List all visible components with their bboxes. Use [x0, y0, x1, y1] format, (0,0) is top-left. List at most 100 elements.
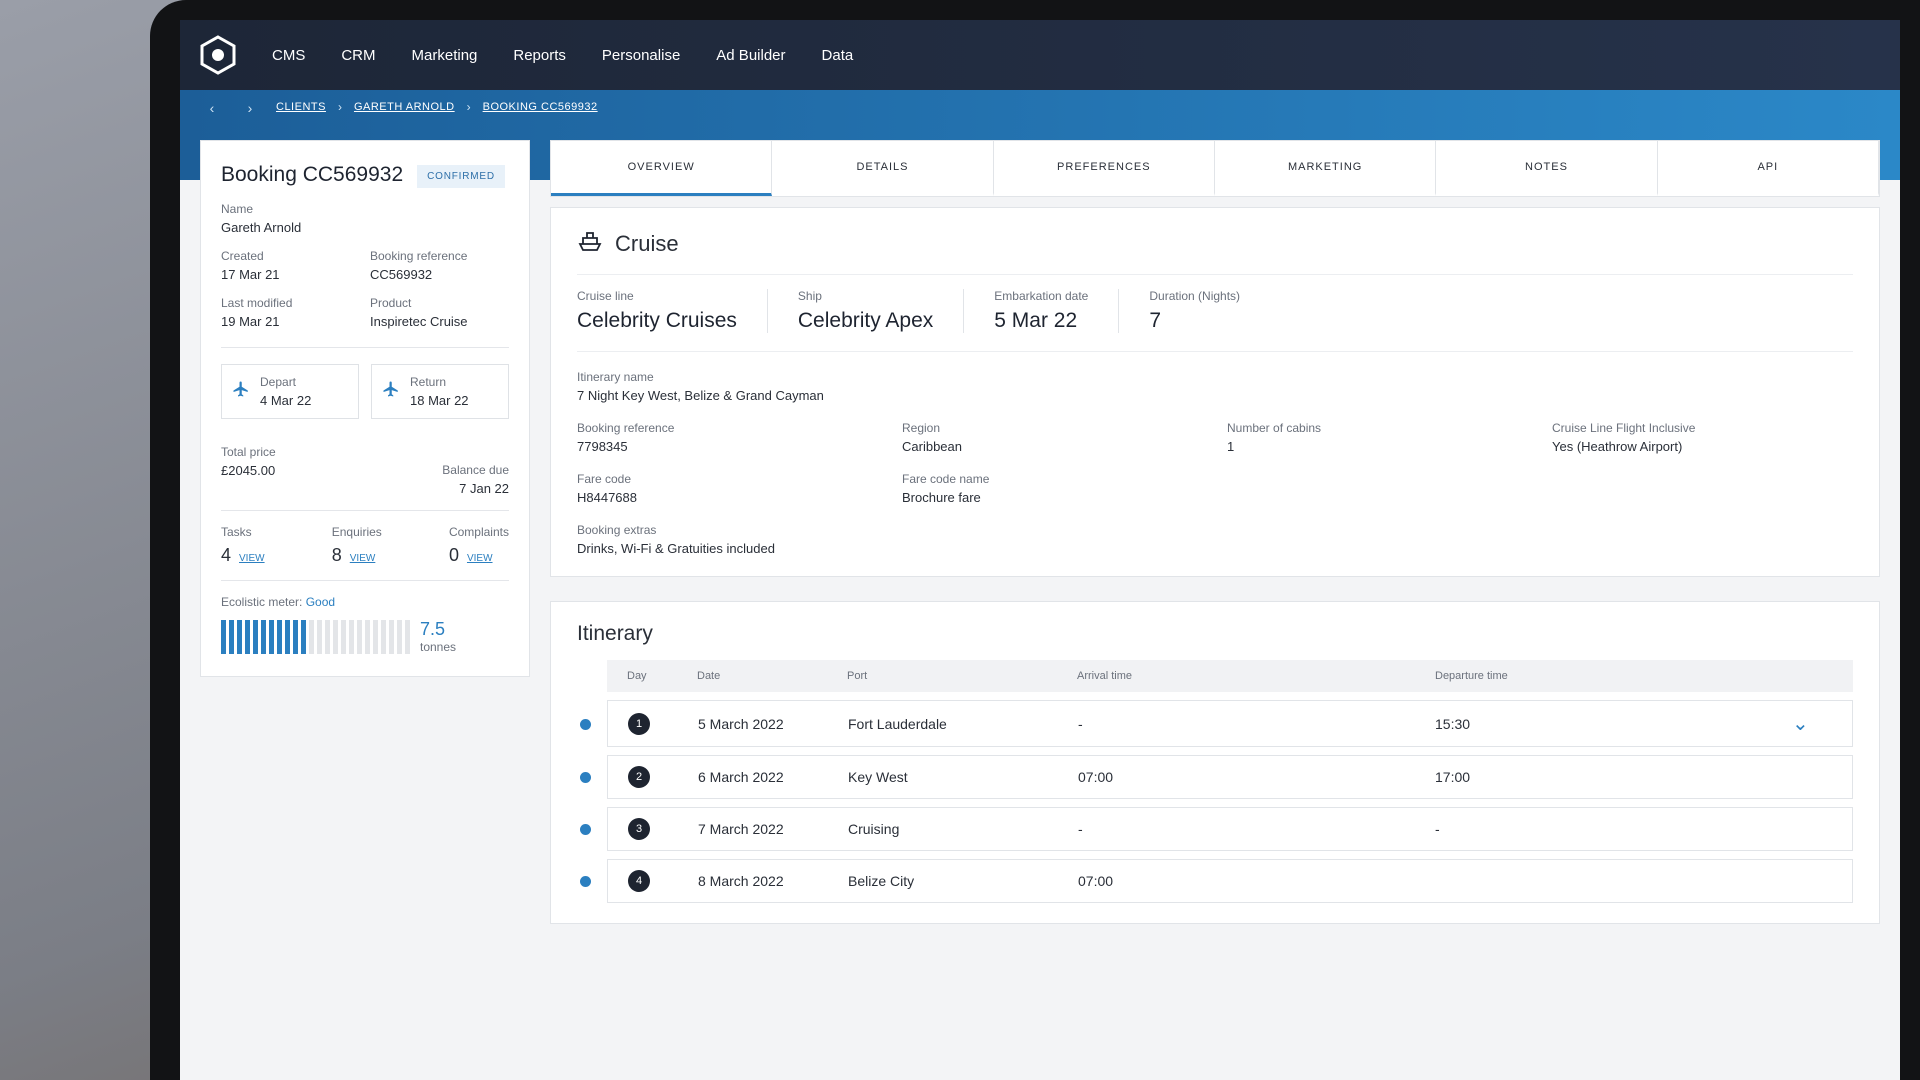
- meter-segment: [301, 620, 306, 655]
- meter-segments: [221, 620, 410, 655]
- flight-box: Depart 4 Mar 22: [221, 364, 359, 420]
- itinerary-card: Itinerary Day Date Port Arrival time Departur…: [550, 601, 1880, 924]
- summary-field: Created 17 Mar 21: [221, 249, 360, 282]
- meter-segment: [405, 620, 410, 655]
- nav-item[interactable]: Marketing: [411, 46, 478, 64]
- balance-due: Balance due 7 Jan 22: [442, 445, 509, 496]
- itinerary-departure: 15:30: [1435, 715, 1471, 732]
- cruise-field: Fare code H8447688: [577, 472, 878, 505]
- eco-label-row: Ecolistic meter: Good: [221, 595, 509, 609]
- back-button[interactable]: ‹: [209, 100, 215, 116]
- highlight: Ship Celebrity Apex: [766, 289, 963, 333]
- highlight: Embarkation date 5 Mar 22: [963, 289, 1118, 333]
- cruise-field: Booking extras Drinks, Wi-Fi & Gratuities…: [577, 523, 1853, 556]
- cruise-highlights: Cruise line Celebrity Cruises Ship Celebrit…: [577, 274, 1853, 352]
- itinerary-row[interactable]: 1 5 March 2022 Fort Lauderdale - 15:30 ⌄: [580, 700, 1853, 747]
- counter-value-row: 8 VIEW: [332, 545, 382, 566]
- eco-value: 7.5: [420, 619, 446, 640]
- itinerary-departure: 17:00: [1435, 769, 1471, 785]
- meter-segment: [277, 620, 282, 655]
- counters: Tasks 4 VIEW Enquiries 8 VIEW Complaints 0 VIEW: [221, 511, 509, 582]
- field-label: Region: [902, 421, 941, 435]
- itinerary-date: 7 March 2022: [698, 821, 784, 837]
- screen: CMS CRM Marketing Reports Personalise Ad Buil…: [180, 20, 1900, 1080]
- field-value: 17 Mar 21: [221, 267, 280, 283]
- meter-segment: [381, 620, 386, 655]
- cruise-field: Booking reference 7798345: [577, 421, 878, 454]
- field-label: Booking extras: [577, 523, 657, 537]
- itinerary-row[interactable]: 2 6 March 2022 Key West 07:00 17:00: [580, 755, 1853, 799]
- field-label: Number of cabins: [1227, 421, 1322, 435]
- breadcrumb[interactable]: GARETH ARNOLD: [353, 101, 455, 113]
- field-label: Product: [370, 296, 412, 311]
- logo[interactable]: [200, 35, 236, 75]
- itinerary-row[interactable]: 4 8 March 2022 Belize City 07:00: [580, 859, 1853, 903]
- meter-segment: [269, 620, 274, 655]
- itinerary-departure: -: [1435, 821, 1440, 837]
- nav-item[interactable]: Ad Builder: [716, 46, 786, 64]
- highlight-value: 7: [1149, 309, 1162, 332]
- field-value: 1: [1227, 439, 1235, 454]
- itinerary-row[interactable]: 3 7 March 2022 Cruising - -: [580, 807, 1853, 851]
- nav-item[interactable]: Reports: [513, 46, 566, 64]
- field-value: 7798345: [577, 439, 628, 454]
- view-link[interactable]: VIEW: [349, 553, 376, 565]
- tab[interactable]: OVERVIEW: [551, 141, 773, 196]
- column-header: Departure time: [1435, 670, 1508, 682]
- meter-segment: [357, 620, 362, 655]
- tab[interactable]: MARKETING: [1215, 141, 1437, 196]
- eco-value-box: 7.5 tonnes: [420, 619, 456, 654]
- summary-field: Name Gareth Arnold: [221, 202, 509, 235]
- cruise-fields: Itinerary name 7 Night Key West, Belize &…: [577, 352, 1853, 556]
- itinerary-port: Belize City: [848, 873, 915, 889]
- meter-segment: [229, 620, 234, 655]
- breadcrumb[interactable]: CLIENTS: [276, 101, 326, 113]
- meter-segment: [309, 620, 314, 655]
- tab[interactable]: NOTES: [1436, 141, 1658, 196]
- view-link[interactable]: VIEW: [239, 553, 265, 565]
- itinerary-port: Fort Lauderdale: [848, 715, 947, 732]
- day-number: 2: [628, 766, 650, 788]
- counter: Enquiries 8 VIEW: [332, 525, 382, 566]
- eco-unit: tonnes: [420, 640, 457, 655]
- field-label: Balance due: [442, 463, 509, 478]
- nav-item[interactable]: CRM: [341, 46, 376, 64]
- tab[interactable]: PREFERENCES: [994, 141, 1215, 196]
- column-header: Arrival time: [1077, 670, 1133, 682]
- breadcrumb[interactable]: BOOKING CC569932: [482, 101, 598, 113]
- nav-item[interactable]: Personalise: [601, 46, 681, 64]
- nav-item[interactable]: CMS: [272, 46, 306, 64]
- eco-meter: Ecolistic meter: Good 7.5 tonnes: [221, 581, 509, 655]
- summary-field: Last modified 19 Mar 21: [221, 296, 360, 329]
- meter-segment: [341, 620, 346, 655]
- eco-label: Ecolistic meter:: [221, 595, 303, 610]
- counter-value-row: 4 VIEW: [221, 545, 265, 566]
- column-header: Port: [847, 670, 868, 682]
- timeline-dot: [580, 824, 591, 835]
- field-value: Yes (Heathrow Airport): [1552, 439, 1683, 454]
- tabs: OVERVIEW DETAILS PREFERENCES MARKETING NOTES…: [550, 140, 1880, 197]
- field-value: Brochure fare: [902, 490, 981, 505]
- itinerary-date: 6 March 2022: [698, 769, 784, 785]
- ship-icon: [577, 228, 603, 260]
- breadcrumbs: CLIENTS › GARETH ARNOLD › BOOKING CC569932: [276, 100, 598, 114]
- summary-header: Booking CC569932 CONFIRMED: [221, 163, 509, 189]
- forward-button[interactable]: ›: [247, 100, 253, 116]
- field-value: 7 Jan 22: [459, 481, 509, 497]
- view-link[interactable]: VIEW: [466, 553, 493, 565]
- cruise-field: Region Caribbean: [902, 421, 1203, 454]
- nav-item[interactable]: Data: [821, 46, 854, 64]
- meter-segment: [221, 620, 226, 655]
- tab[interactable]: DETAILS: [772, 141, 994, 196]
- counter: Complaints 0 VIEW: [449, 525, 509, 566]
- highlight-value: Celebrity Cruises: [577, 309, 737, 332]
- counter-value: 4: [221, 545, 232, 566]
- field-label: Itinerary name: [577, 370, 654, 384]
- counter-value: 8: [331, 545, 342, 566]
- status-badge: CONFIRMED: [417, 165, 505, 189]
- tab[interactable]: API: [1658, 141, 1879, 196]
- expand-chevron[interactable]: ⌄: [1792, 713, 1809, 735]
- field-label: Name: [221, 202, 254, 217]
- counter-label: Complaints: [448, 525, 509, 540]
